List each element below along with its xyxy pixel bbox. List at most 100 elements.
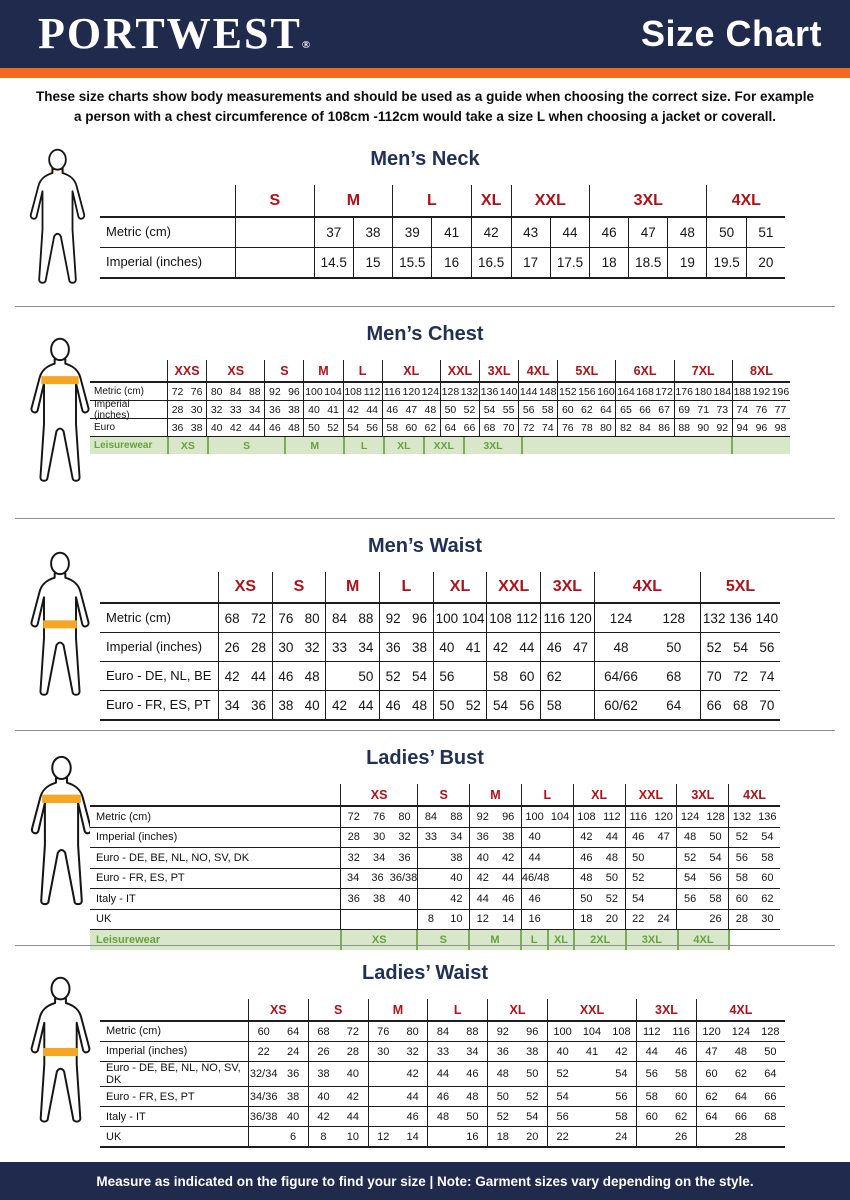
size-group-cell: 40 42 [307, 1087, 368, 1107]
size-value: 36/38 [389, 872, 418, 885]
size-value: 54 [709, 851, 722, 864]
size-value [549, 869, 572, 889]
size-group-cell: 58 60 [636, 1087, 696, 1107]
size-value: 58 [675, 1068, 688, 1081]
size-value: 68 [224, 610, 240, 626]
size-value: 42 [332, 697, 348, 713]
size-value: 140 [499, 385, 518, 398]
size-group-cell: 40 [417, 868, 469, 888]
size-group-cell: 38 40 [307, 1062, 368, 1087]
mens-waist-table-mount: XS S M L XL XXL 3XL 4XL 5XL Metric (cm) 68 72 76 80 84… [0, 572, 850, 721]
size-value: 32 [347, 851, 360, 864]
size-group-cell: 56 58 [546, 1107, 636, 1127]
size-group-cell: 42 [470, 218, 511, 247]
size-value: 46 [386, 403, 399, 416]
size-group-cell: 56 [432, 662, 487, 690]
size-value: 36 [286, 1068, 300, 1081]
size-value: 33 [229, 403, 242, 416]
size-value: 48 [424, 403, 437, 416]
size-group-cell: 34/36 38 [248, 1087, 308, 1107]
size-value: 52 [496, 1110, 509, 1123]
size-group-cell: 12 14 [469, 909, 521, 929]
size-group-cell [235, 248, 314, 277]
size-value: 46 [406, 1110, 419, 1123]
size-group-cell: 32 34 36 [340, 848, 417, 868]
size-group-cell: 112 116 [636, 1022, 696, 1041]
size-value: 112 [603, 810, 621, 823]
size-group-cell: 54 56 [546, 1087, 636, 1107]
orange-divider-bar [0, 68, 850, 78]
size-value: 67 [658, 403, 670, 416]
size-value [369, 1107, 398, 1126]
row-label: Metric (cm) [96, 810, 151, 823]
size-group-cell: 38 40 [271, 691, 326, 719]
size-value: 54 [632, 892, 645, 905]
size-value: 124 [609, 610, 633, 626]
size-value: 144 [519, 385, 538, 398]
size-group-cell: 33 34 [427, 1042, 487, 1061]
size-value: 56 [735, 851, 749, 864]
size-value: 88 [450, 810, 463, 823]
head-outline [51, 755, 72, 780]
size-value: 76 [278, 610, 294, 626]
size-value: 33 [424, 831, 438, 844]
size-group-cell: 22 24 [546, 1127, 636, 1147]
size-value: 116 [629, 810, 648, 823]
size-value: 72 [733, 668, 749, 684]
size-group-cell: 42 44 [342, 401, 382, 418]
size-value: 44 [406, 1090, 419, 1103]
size-value: 54 [493, 697, 509, 713]
size-group-cell: 60 62 64 [695, 1062, 785, 1087]
size-value: 196 [771, 385, 790, 398]
size-value: 120 [702, 1025, 721, 1038]
size-group-cell: 33 34 [417, 827, 469, 847]
size-value: 104 [550, 810, 570, 823]
size-value: 43 [523, 225, 539, 240]
size-value: 18 [580, 913, 593, 926]
size-value: 42 [615, 1045, 628, 1058]
size-value: 50 [709, 831, 722, 844]
size-value [366, 910, 391, 930]
ladies-waist-figure [30, 976, 91, 1123]
size-value: 46 [385, 697, 401, 713]
body-outline [30, 572, 90, 696]
size-group-cell: 43 44 [510, 218, 590, 247]
size-group-cell: 52 54 [379, 662, 433, 690]
size-group-cell: 18 20 [572, 909, 625, 929]
size-value: 76 [190, 385, 203, 398]
section-title-mens-waist: Men’s Waist [367, 535, 483, 557]
size-value: 42 [476, 872, 489, 885]
row-label: Euro - DE, NL, BE [106, 667, 212, 683]
size-value: 44 [502, 872, 515, 885]
size-value: 58 [615, 1110, 628, 1123]
size-value: 18 [496, 1130, 509, 1143]
size-group-cell: 38 [417, 848, 469, 868]
mens-chest-table-mount: XXS XS S M L XL XXL 3XL 4XL 5XL 6XL 7XL 8XL Metric (c… [0, 360, 850, 454]
table-row: Euro - DE, BE, NL, NO, SV, DK 32 34 36 38 40 4… [90, 847, 780, 868]
size-value: 14 [502, 913, 515, 926]
size-value: 76 [377, 1025, 390, 1038]
size-value: 46 [546, 639, 562, 655]
size-value: 71 [697, 403, 710, 416]
size-group-cell: 56 58 [676, 889, 728, 909]
size-value: 54 [556, 1090, 569, 1103]
size-value: 26 [709, 913, 722, 926]
size-group-cell: 60 62 [728, 889, 780, 909]
size-group-cell: 36 38 40 [340, 889, 417, 909]
size-value: 32 [304, 639, 320, 655]
size-value: 39 [404, 225, 420, 240]
size-value: 50 [439, 697, 455, 713]
size-value: 38 [190, 421, 203, 434]
size-value: 46 [675, 1045, 688, 1058]
size-value: 56 [519, 697, 535, 713]
size-value: 84 [332, 610, 348, 626]
size-group-cell: 6 [248, 1127, 308, 1147]
size-value: 48 [734, 1045, 748, 1058]
size-header-S: S [417, 784, 469, 805]
size-value: 74 [541, 421, 554, 434]
size-value: 60 [675, 1090, 688, 1103]
size-value: 50 [358, 668, 374, 684]
size-value: 22 [556, 1130, 569, 1143]
row-label: Italy - IT [96, 892, 136, 905]
size-value: 56 [683, 892, 697, 905]
